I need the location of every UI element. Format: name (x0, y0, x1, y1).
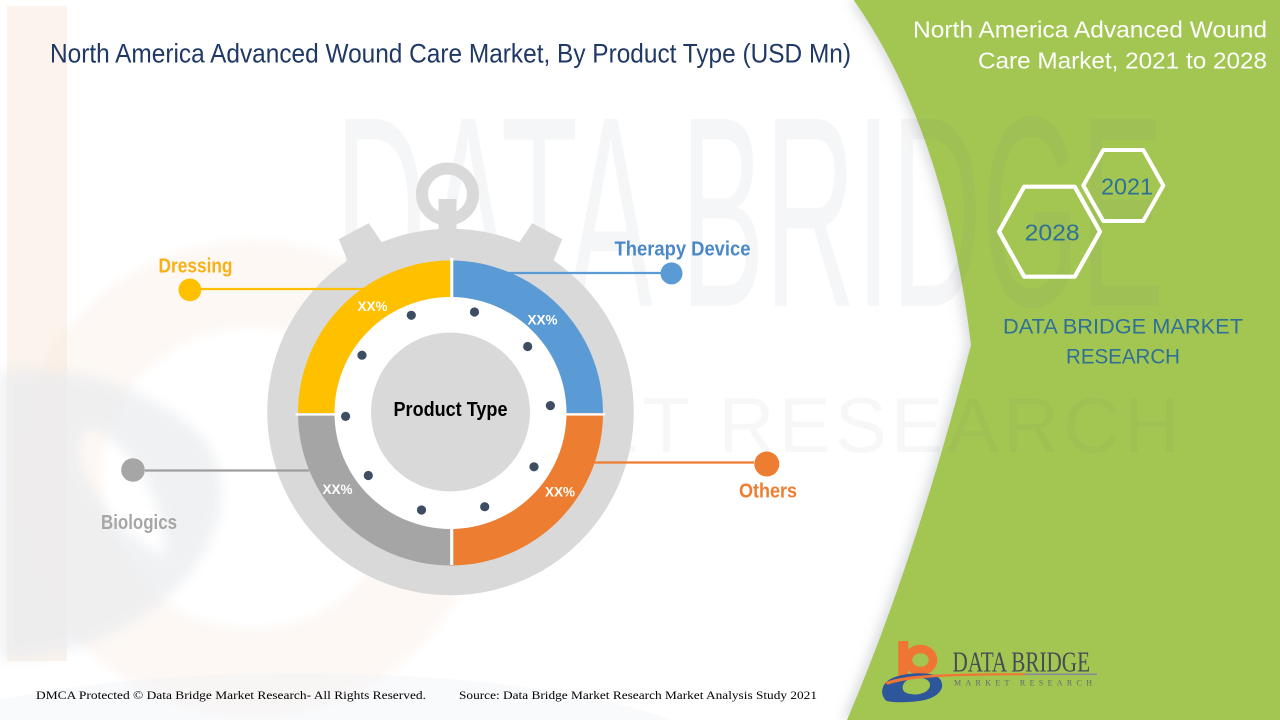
svg-text:North America Advanced Wound C: North America Advanced Wound Care Market… (50, 39, 851, 69)
svg-text:2021: 2021 (1101, 174, 1153, 200)
svg-text:Care Market, 2021 to 2028: Care Market, 2021 to 2028 (978, 48, 1267, 74)
svg-text:Therapy Device: Therapy Device (615, 238, 751, 261)
svg-text:2028: 2028 (1025, 220, 1080, 246)
svg-text:Source: Data Bridge Market Res: Source: Data Bridge Market Research Mark… (459, 688, 817, 702)
svg-text:DATA BRIDGE: DATA BRIDGE (953, 647, 1091, 679)
svg-text:Biologics: Biologics (101, 511, 177, 534)
svg-text:XX%: XX% (545, 485, 575, 500)
svg-text:Product Type: Product Type (394, 398, 508, 421)
svg-text:DATA BRIDGE MARKET: DATA BRIDGE MARKET (1003, 315, 1243, 339)
svg-text:XX%: XX% (357, 299, 387, 314)
svg-text:MARKET RESEARCH: MARKET RESEARCH (954, 679, 1092, 688)
svg-text:XX%: XX% (527, 313, 557, 328)
svg-text:DMCA Protected © Data Bridge M: DMCA Protected © Data Bridge Market Rese… (36, 688, 426, 702)
svg-text:Others: Others (739, 480, 797, 503)
svg-text:Dressing: Dressing (159, 255, 233, 278)
svg-text:XX%: XX% (322, 482, 352, 497)
svg-text:North America Advanced Wound: North America Advanced Wound (913, 17, 1267, 43)
svg-text:RESEARCH: RESEARCH (1066, 345, 1180, 369)
